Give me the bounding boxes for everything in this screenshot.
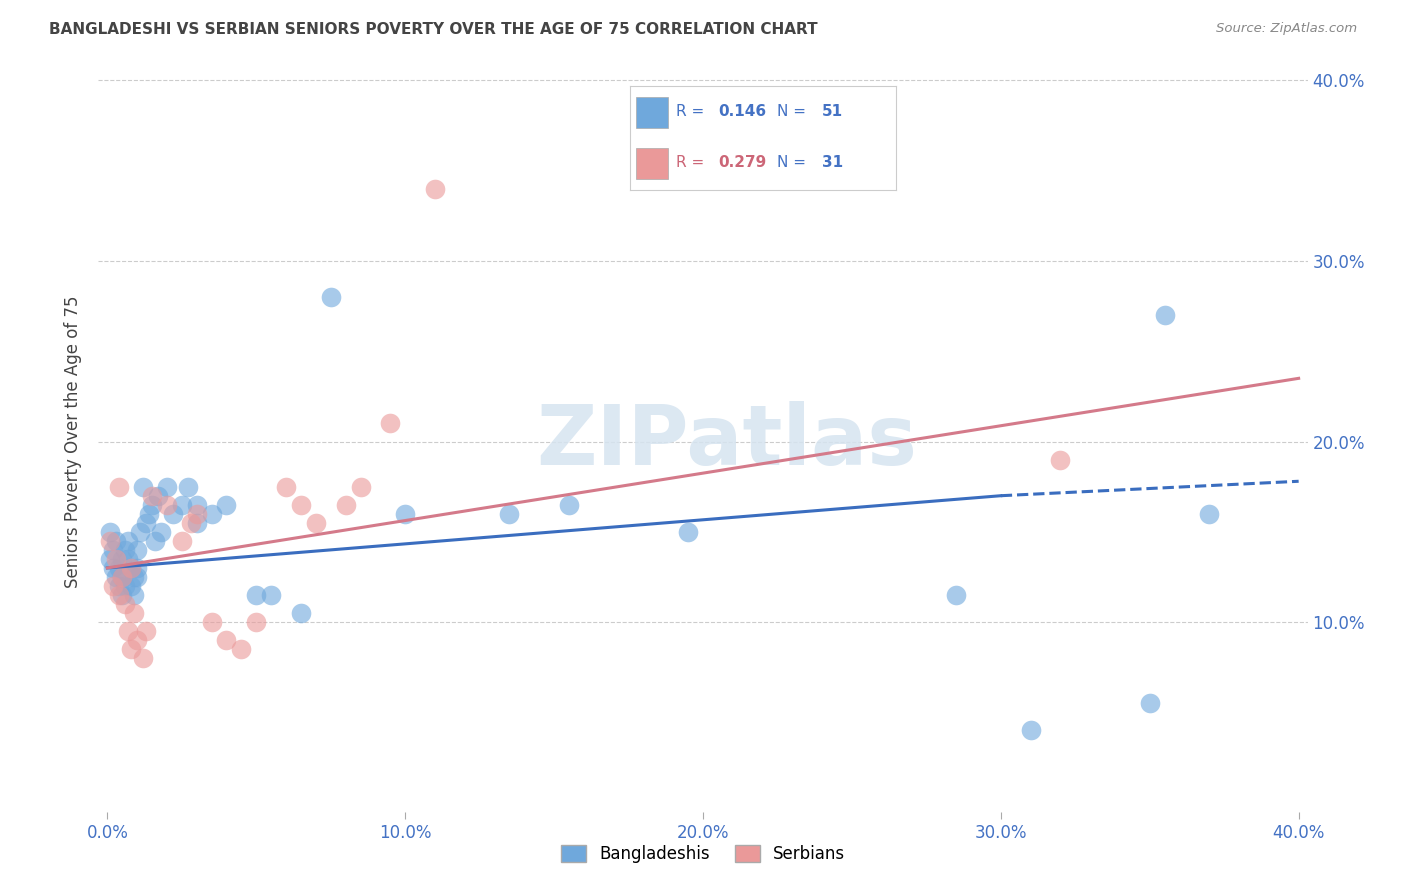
- Point: [105, 552, 128, 566]
- Point: [170, 498, 193, 512]
- Point: [143, 533, 166, 548]
- Point: [177, 480, 200, 494]
- Point: [215, 498, 238, 512]
- Point: [245, 615, 267, 629]
- Point: [141, 489, 163, 503]
- Point: [111, 570, 134, 584]
- Point: [127, 542, 149, 557]
- Point: [117, 552, 139, 566]
- Point: [132, 651, 155, 665]
- Point: [127, 561, 149, 575]
- Point: [127, 570, 149, 584]
- Point: [138, 507, 160, 521]
- Point: [117, 624, 139, 639]
- Point: [186, 507, 208, 521]
- Point: [103, 542, 125, 557]
- Point: [394, 507, 416, 521]
- Point: [1139, 697, 1161, 711]
- Point: [98, 524, 121, 539]
- Point: [122, 588, 145, 602]
- Point: [215, 633, 238, 648]
- Point: [105, 533, 128, 548]
- Point: [129, 524, 152, 539]
- Text: Source: ZipAtlas.com: Source: ZipAtlas.com: [1216, 22, 1357, 36]
- Point: [108, 579, 131, 593]
- Point: [120, 579, 142, 593]
- Point: [103, 579, 125, 593]
- Point: [114, 542, 136, 557]
- Point: [122, 570, 145, 584]
- Point: [423, 182, 446, 196]
- Text: ZIPatlas: ZIPatlas: [537, 401, 918, 482]
- Point: [1049, 452, 1071, 467]
- Point: [1019, 723, 1042, 738]
- Point: [558, 498, 581, 512]
- Point: [98, 533, 121, 548]
- Point: [335, 498, 357, 512]
- Point: [349, 480, 371, 494]
- Point: [135, 516, 157, 530]
- Point: [380, 417, 402, 431]
- Point: [111, 588, 134, 602]
- Point: [162, 507, 184, 521]
- Point: [305, 516, 328, 530]
- Point: [127, 633, 149, 648]
- Point: [108, 561, 131, 575]
- Point: [141, 498, 163, 512]
- Point: [319, 290, 342, 304]
- Point: [170, 533, 193, 548]
- Point: [231, 642, 253, 657]
- Point: [676, 524, 699, 539]
- Point: [245, 588, 267, 602]
- Point: [120, 642, 142, 657]
- Point: [290, 498, 312, 512]
- Point: [146, 489, 169, 503]
- Point: [135, 624, 157, 639]
- Text: BANGLADESHI VS SERBIAN SENIORS POVERTY OVER THE AGE OF 75 CORRELATION CHART: BANGLADESHI VS SERBIAN SENIORS POVERTY O…: [49, 22, 818, 37]
- Point: [290, 606, 312, 620]
- Point: [117, 533, 139, 548]
- Point: [132, 480, 155, 494]
- Point: [98, 552, 121, 566]
- Point: [1198, 507, 1220, 521]
- Point: [156, 480, 179, 494]
- Point: [108, 588, 131, 602]
- Point: [120, 561, 142, 575]
- Y-axis label: Seniors Poverty Over the Age of 75: Seniors Poverty Over the Age of 75: [65, 295, 83, 588]
- Point: [111, 552, 134, 566]
- Point: [200, 615, 222, 629]
- Point: [122, 606, 145, 620]
- Legend: Bangladeshis, Serbians: Bangladeshis, Serbians: [554, 838, 852, 870]
- Point: [274, 480, 297, 494]
- Point: [105, 570, 128, 584]
- Point: [114, 579, 136, 593]
- Point: [149, 524, 172, 539]
- Point: [945, 588, 967, 602]
- Point: [111, 570, 134, 584]
- Point: [114, 597, 136, 611]
- Point: [156, 498, 179, 512]
- Point: [103, 561, 125, 575]
- Point: [1153, 308, 1175, 322]
- Point: [186, 516, 208, 530]
- Point: [260, 588, 283, 602]
- Point: [200, 507, 222, 521]
- Point: [108, 480, 131, 494]
- Point: [186, 498, 208, 512]
- Point: [120, 561, 142, 575]
- Point: [180, 516, 202, 530]
- Point: [498, 507, 520, 521]
